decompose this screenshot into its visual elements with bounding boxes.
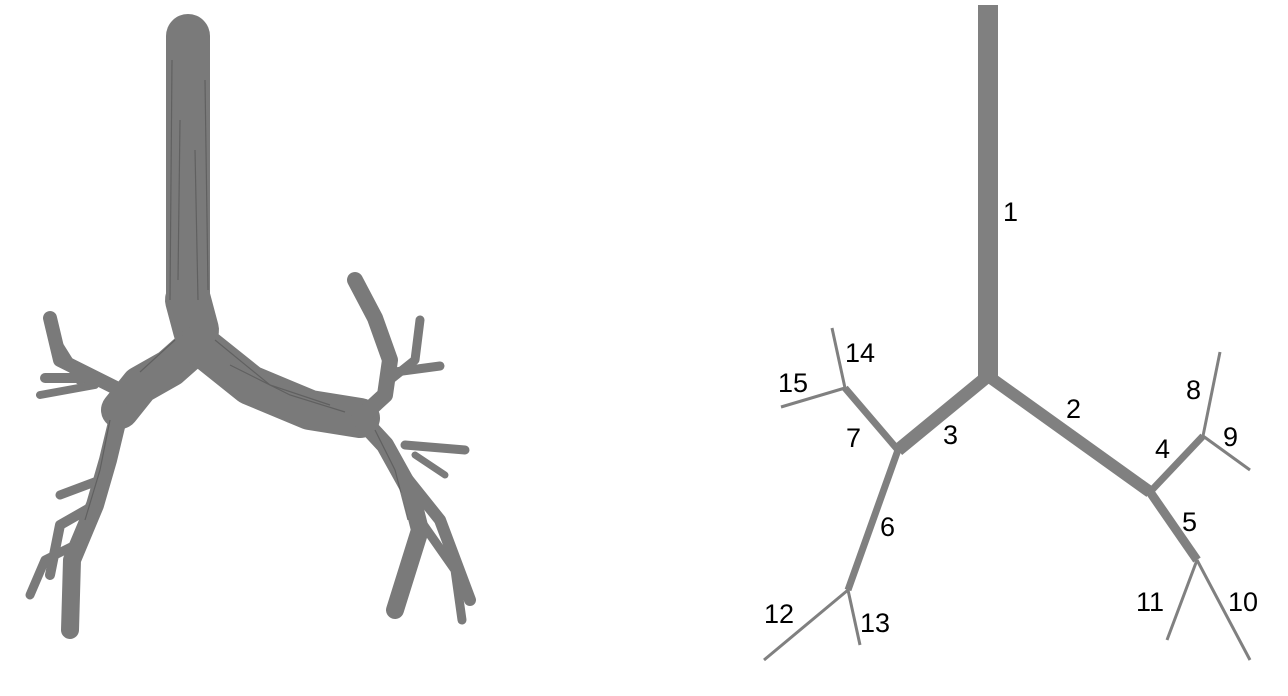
segment-4-line: [1147, 433, 1206, 495]
segment-7-line: [842, 385, 901, 453]
segment-6-line: [844, 448, 902, 592]
segment-label-7: 7: [846, 423, 861, 453]
segment-label-9: 9: [1223, 422, 1238, 452]
segment-11-line: [1165, 559, 1199, 641]
segment-13-line: [846, 589, 862, 646]
segment-label-3: 3: [943, 420, 958, 450]
segment-label-15: 15: [778, 368, 808, 398]
segment-9-line: [1202, 434, 1251, 472]
segment-label-11: 11: [1136, 587, 1164, 617]
segment-5-line: [1146, 489, 1201, 563]
segment-label-4: 4: [1155, 434, 1170, 464]
segment-label-2: 2: [1066, 394, 1081, 424]
segment-label-14: 14: [845, 338, 875, 368]
airway-schematic: [763, 5, 1252, 662]
segment-12-line: [763, 588, 849, 662]
airway-3d-body: [25, 14, 476, 639]
segment-label-6: 6: [880, 512, 895, 542]
segment-2-line: [984, 371, 1154, 497]
segment-3-line: [893, 370, 993, 456]
segment-label-8: 8: [1186, 375, 1201, 405]
segment-label-12: 12: [764, 599, 794, 629]
segment-15-line: [780, 386, 846, 409]
airway-3d-contours: [84, 59, 409, 521]
segment-label-13: 13: [860, 608, 890, 638]
airway-3d-rendering: [25, 14, 476, 639]
segment-label-5: 5: [1182, 507, 1197, 537]
segment-10-line: [1195, 559, 1252, 661]
segment-label-10: 10: [1228, 587, 1258, 617]
segment-labels: 1 2 3 4 5 6 7 8 9 10 11 12 13 14 15: [764, 197, 1258, 638]
segment-14-line: [830, 327, 847, 389]
segment-8-line: [1201, 351, 1222, 437]
segment-label-1: 1: [1003, 197, 1018, 227]
